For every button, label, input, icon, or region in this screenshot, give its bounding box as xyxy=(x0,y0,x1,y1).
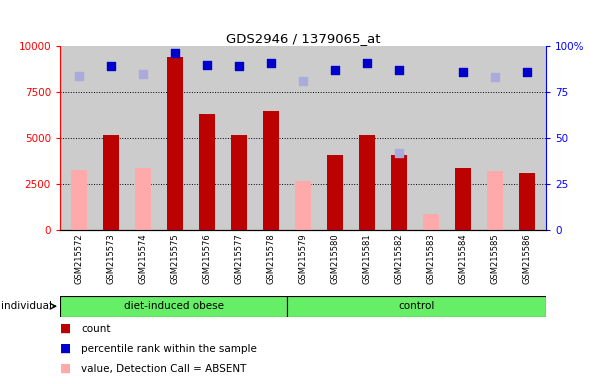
Bar xyxy=(391,155,407,230)
Text: GSM215583: GSM215583 xyxy=(427,233,436,285)
Point xyxy=(298,78,308,84)
Bar xyxy=(423,214,439,230)
Point xyxy=(490,74,500,81)
Bar xyxy=(359,134,375,230)
Text: GSM215585: GSM215585 xyxy=(490,233,499,284)
Text: ■: ■ xyxy=(60,362,71,375)
Text: GSM215581: GSM215581 xyxy=(362,233,371,284)
Text: GSM215584: GSM215584 xyxy=(458,233,467,284)
Bar xyxy=(287,296,546,317)
Bar xyxy=(103,134,119,230)
Text: GSM215576: GSM215576 xyxy=(203,233,212,285)
Text: percentile rank within the sample: percentile rank within the sample xyxy=(81,344,257,354)
Point xyxy=(362,60,372,66)
Text: diet-induced obese: diet-induced obese xyxy=(124,301,224,311)
Text: GSM215579: GSM215579 xyxy=(299,233,308,284)
Point xyxy=(458,69,467,75)
Text: GSM215575: GSM215575 xyxy=(170,233,179,284)
Bar xyxy=(71,170,87,230)
Text: GSM215574: GSM215574 xyxy=(139,233,148,284)
Point xyxy=(394,67,404,73)
Bar xyxy=(295,180,311,230)
Point xyxy=(522,69,532,75)
Text: GSM215582: GSM215582 xyxy=(394,233,403,284)
Bar xyxy=(135,168,151,230)
Point xyxy=(394,150,404,156)
Bar xyxy=(231,134,247,230)
Text: value, Detection Call = ABSENT: value, Detection Call = ABSENT xyxy=(81,364,247,374)
Point xyxy=(170,50,180,56)
Bar xyxy=(263,111,279,230)
Text: GSM215577: GSM215577 xyxy=(235,233,244,285)
Point xyxy=(266,60,276,66)
Text: control: control xyxy=(398,301,434,311)
Bar xyxy=(327,155,343,230)
Bar xyxy=(487,171,503,230)
Text: GSM215573: GSM215573 xyxy=(107,233,116,285)
Text: GSM215586: GSM215586 xyxy=(523,233,532,285)
Point xyxy=(74,73,84,79)
Text: individual: individual xyxy=(1,301,52,311)
Point xyxy=(330,67,340,73)
Text: count: count xyxy=(81,324,110,334)
Bar xyxy=(167,57,183,230)
Bar xyxy=(519,173,535,230)
Text: GSM215578: GSM215578 xyxy=(266,233,275,285)
Text: ■: ■ xyxy=(60,342,71,355)
Point xyxy=(202,61,212,68)
Bar xyxy=(455,168,471,230)
Text: GSM215572: GSM215572 xyxy=(74,233,83,284)
Text: ■: ■ xyxy=(60,322,71,335)
Bar xyxy=(199,114,215,230)
Point xyxy=(106,63,116,70)
Bar xyxy=(60,296,287,317)
Point xyxy=(139,71,148,77)
Text: ■: ■ xyxy=(60,382,71,384)
Text: GSM215580: GSM215580 xyxy=(331,233,340,284)
Title: GDS2946 / 1379065_at: GDS2946 / 1379065_at xyxy=(226,32,380,45)
Point xyxy=(234,63,244,70)
